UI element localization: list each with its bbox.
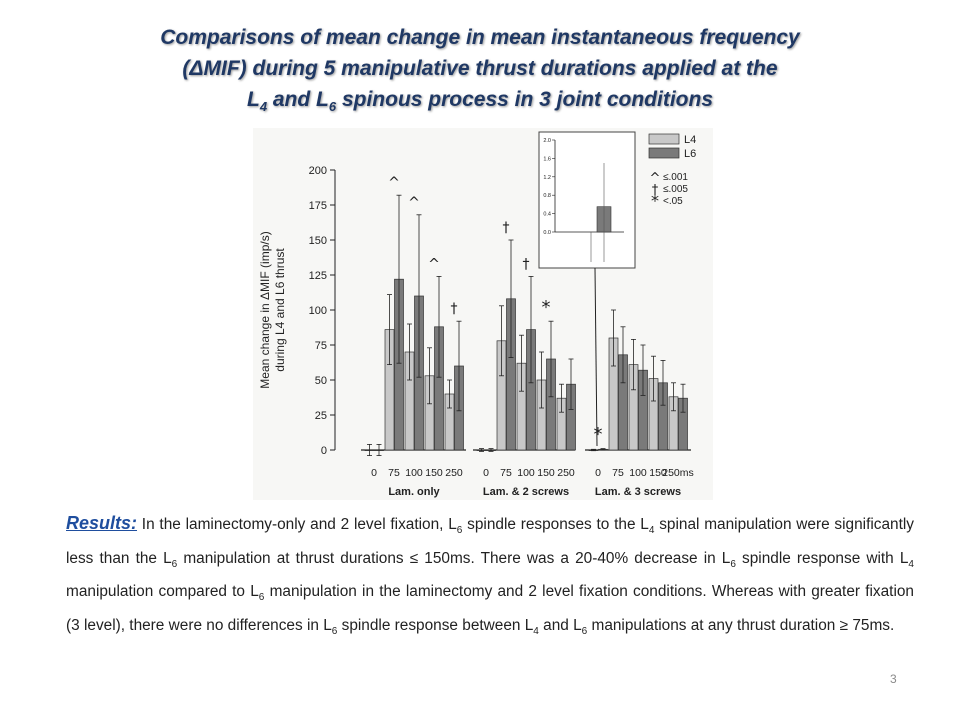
x-tick-label: 150 [649, 467, 667, 479]
y-axis-label: during L4 and L6 thrust [273, 248, 287, 372]
legend-label: L6 [684, 148, 696, 160]
significance-marker: ^ [408, 195, 420, 211]
x-tick-label: 0 [483, 467, 489, 479]
legend-label: L4 [684, 134, 696, 146]
x-tick-label: 75 [612, 467, 624, 479]
results-subscript: 6 [258, 592, 265, 604]
results-subscript: 4 [533, 625, 539, 637]
x-tick-label: 0 [371, 467, 377, 479]
slide-title: Comparisons of mean change in mean insta… [60, 22, 900, 122]
x-tick-label: 100 [517, 467, 535, 479]
inset-y-tick-label: 0.4 [543, 212, 551, 218]
results-subscript: 4 [908, 558, 914, 570]
y-tick-label: 200 [309, 165, 327, 177]
inset-box [538, 131, 636, 269]
group-label: Lam. only [388, 486, 440, 498]
results-text: spindle response with L [735, 549, 909, 567]
y-tick-label: 175 [309, 200, 327, 212]
results-subscript: 4 [648, 525, 655, 537]
x-tick-label: 250 [445, 467, 463, 479]
results-text: spinal manipulation were significantly l… [66, 516, 914, 567]
y-tick-label: 150 [309, 235, 327, 247]
x-tick-label: 0 [595, 467, 601, 479]
inset-y-tick-label: 2.0 [543, 138, 551, 144]
results-subscript: 6 [456, 525, 463, 537]
results-subscript: 6 [171, 558, 178, 570]
inset-y-tick-label: 0.8 [543, 193, 551, 199]
y-tick-label: 75 [315, 340, 327, 352]
title-line-1: Comparisons of mean change in mean insta… [160, 26, 800, 49]
results-label: Results: [66, 513, 138, 533]
inset-y-tick-label: 0.0 [543, 230, 551, 236]
sig-legend-symbol: * [651, 191, 659, 210]
significance-marker: ^ [388, 175, 400, 191]
sig-legend-symbol: ^ [650, 171, 661, 186]
legend-swatch-l6 [648, 147, 680, 159]
results-text: spindle responses to the L [462, 516, 649, 533]
significance-marker: † [523, 256, 530, 272]
results-text: manipulation in the laminectomy and 2 le… [66, 583, 914, 634]
title-l-text: and L [267, 88, 329, 111]
results-subscript: 6 [581, 625, 588, 637]
significance-marker: * [594, 424, 603, 445]
significance-marker: * [542, 297, 551, 318]
title-subscript: 4 [259, 99, 268, 115]
results-text: manipulations at any thrust duration ≥ 7… [587, 616, 895, 634]
results-text: In the laminectomy-only and 2 level fixa… [137, 516, 457, 533]
results-text: manipulation at thrust durations ≤ 150ms… [177, 549, 731, 567]
sig-legend-text: ≤.005 [663, 184, 688, 195]
title-subscript: 6 [328, 99, 337, 115]
title-rest-text: spinous process in 3 joint conditions [336, 88, 713, 111]
title-line-3: L4 and L6 spinous process in 3 joint con… [60, 84, 900, 122]
x-tick-label: 250ms [662, 467, 694, 479]
group-label: Lam. & 3 screws [595, 486, 681, 498]
x-tick-label: 150 [537, 467, 555, 479]
title-line-2: (ΔMIF) during 5 manipulative thrust dura… [182, 57, 778, 80]
x-tick-label: 75 [388, 467, 400, 479]
significance-marker: † [503, 220, 510, 236]
title-l-text: L [246, 88, 260, 111]
x-tick-label: 100 [405, 467, 423, 479]
y-tick-label: 100 [309, 305, 327, 317]
x-tick-label: 150 [425, 467, 443, 479]
sig-legend-symbol: † [652, 183, 659, 198]
results-paragraph: Results: In the laminectomy-only and 2 l… [66, 510, 914, 645]
results-subscript: 6 [331, 625, 338, 637]
y-tick-label: 50 [315, 375, 327, 387]
results-text: and L [538, 616, 582, 634]
results-subscript: 6 [730, 558, 736, 570]
y-tick-label: 125 [309, 270, 327, 282]
bar-chart: 0 25 50 75 100 125 150 175 200 Mean change in ΔMI… [258, 131, 696, 498]
x-tick-label: 250 [557, 467, 575, 479]
group-label: Lam. & 2 screws [483, 486, 569, 498]
chart-figure: 0 25 50 75 100 125 150 175 200 Mean change in ΔMI… [253, 128, 713, 500]
significance-marker: † [451, 301, 458, 317]
legend-swatch-l4 [648, 133, 680, 145]
sig-legend-text: ≤.001 [663, 172, 688, 183]
y-tick-label: 25 [315, 410, 327, 422]
y-axis-label: Mean change in ΔMIF (imp/s) [258, 231, 272, 388]
y-tick-label: 0 [321, 445, 327, 457]
inset-connector [594, 267, 598, 447]
significance-marker: ^ [428, 256, 440, 272]
page-number: 3 [890, 672, 897, 686]
results-text: manipulation compared to L [66, 583, 259, 601]
sig-legend-text: <.05 [663, 196, 683, 207]
results-text: spindle response between L [337, 616, 534, 634]
inset-y-tick-label: 1.6 [543, 156, 551, 162]
inset-y-tick-label: 1.2 [543, 175, 551, 181]
x-tick-label: 75 [500, 467, 512, 479]
x-tick-label: 100 [629, 467, 647, 479]
